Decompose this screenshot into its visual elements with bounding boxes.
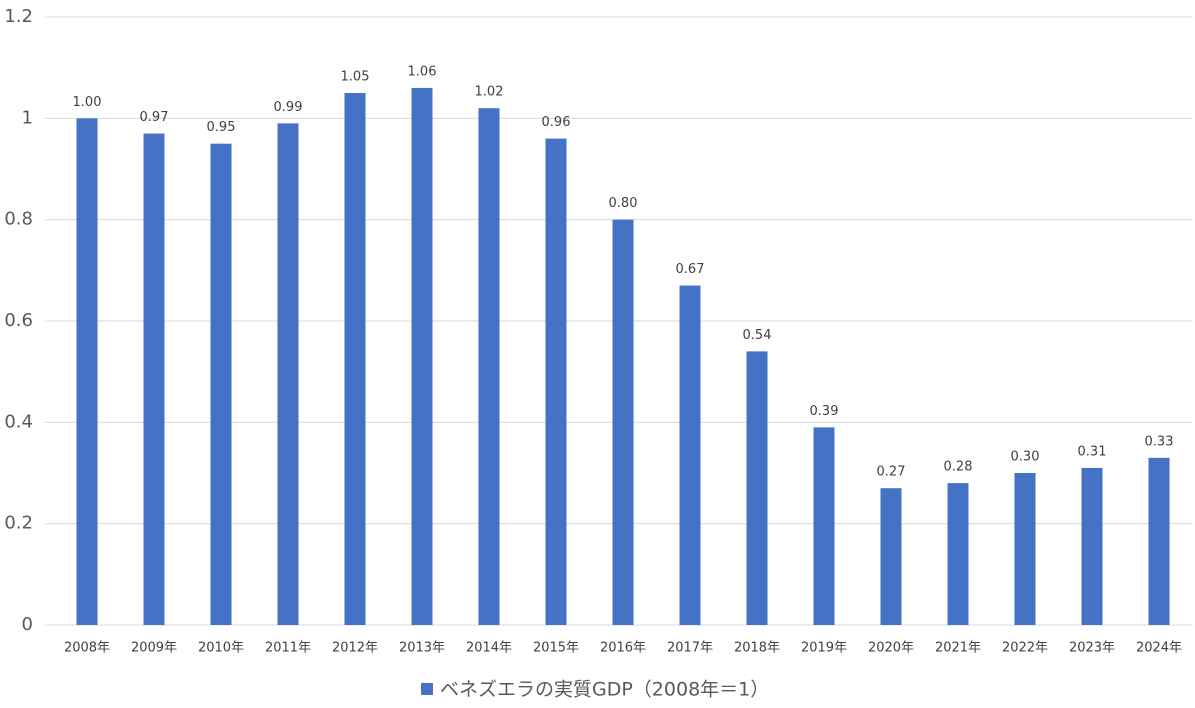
x-tick-label: 2021年 [935,641,981,656]
x-tick-label: 2019年 [801,641,847,656]
data-label: 0.27 [877,465,906,480]
x-tick-label: 2017年 [667,641,713,656]
data-label: 0.39 [810,404,839,419]
bar [344,93,366,625]
data-label: 0.33 [1145,434,1174,449]
bar [679,285,701,625]
data-label: 0.99 [274,100,303,115]
bar [277,123,299,626]
bar [813,427,835,625]
legend-label: ベネズエラの実質GDP（2008年＝1） [440,679,769,701]
data-label: 1.06 [408,64,437,79]
x-tick-label: 2012年 [332,641,378,656]
x-tick-label: 2016年 [600,641,646,656]
y-tick-label: 0.6 [4,310,33,331]
bar [1081,467,1103,625]
data-label: 1.05 [341,70,370,85]
data-label: 0.80 [609,196,638,211]
x-tick-label: 2015年 [533,641,579,656]
bar [76,118,98,625]
x-tick-label: 2009年 [131,641,177,656]
bar [143,133,165,626]
bar [746,351,768,625]
x-tick-label: 2008年 [64,641,110,656]
data-label: 0.31 [1078,444,1107,459]
data-label: 0.67 [676,262,705,277]
bar [411,87,433,625]
y-tick-label: 0 [22,614,33,635]
data-label: 0.28 [944,460,973,475]
data-label: 0.97 [140,110,169,125]
data-label: 1.02 [475,85,504,100]
legend-swatch [421,683,433,695]
bar [1014,473,1036,625]
x-tick-label: 2018年 [734,641,780,656]
bar [545,138,567,625]
x-tick-label: 2011年 [265,641,311,656]
x-tick-label: 2010年 [198,641,244,656]
y-tick-label: 0.2 [4,513,33,534]
y-tick-label: 1 [22,107,33,128]
x-tick-label: 2013年 [399,641,445,656]
x-tick-label: 2020年 [868,641,914,656]
bar [210,143,232,625]
bar [947,483,969,625]
y-tick-label: 1.2 [4,6,33,27]
data-label: 0.30 [1011,450,1040,465]
data-label: 0.95 [207,120,236,135]
bar [612,219,634,625]
x-tick-label: 2022年 [1002,641,1048,656]
x-tick-label: 2024年 [1136,641,1182,656]
data-label: 0.54 [743,328,772,343]
x-tick-label: 2014年 [466,641,512,656]
y-tick-label: 0.4 [4,411,33,432]
data-label: 1.00 [73,95,102,110]
bar [880,488,902,625]
y-tick-label: 0.8 [4,209,33,230]
data-label: 0.96 [542,115,571,130]
bar [1148,457,1170,625]
bar [478,108,500,625]
x-tick-label: 2023年 [1069,641,1115,656]
